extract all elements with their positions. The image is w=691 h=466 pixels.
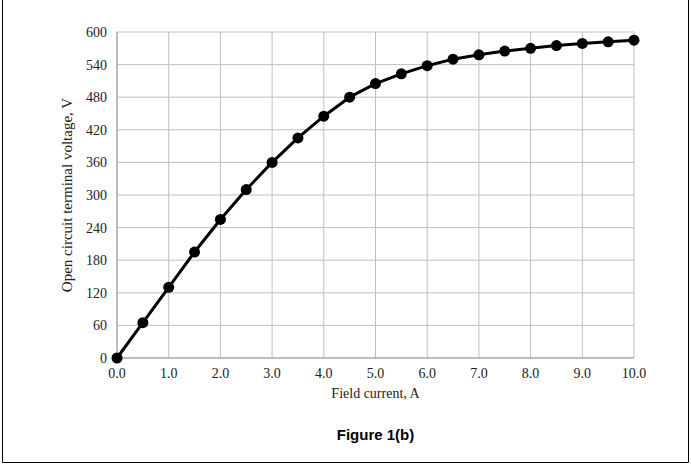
y-tick-label: 60 — [93, 318, 107, 333]
grid-line — [427, 32, 428, 358]
y-axis — [117, 32, 118, 358]
grid-line — [582, 32, 583, 358]
data-line — [117, 40, 634, 358]
data-point — [318, 111, 329, 122]
x-tick-label: 9.0 — [574, 366, 592, 381]
y-tick-label: 300 — [86, 188, 107, 203]
data-point — [629, 35, 640, 46]
data-point — [422, 60, 433, 71]
grid — [117, 32, 634, 358]
x-tick-label: 6.0 — [418, 366, 436, 381]
data-point — [370, 78, 381, 89]
chart: 0 60 120 180 240 300 360 420 480 540 600 0.0 1.0 2.0 3… — [0, 0, 691, 466]
y-tick-label: 120 — [86, 286, 107, 301]
data-point — [292, 132, 303, 143]
y-tick-label: 180 — [86, 253, 107, 268]
data-point — [344, 92, 355, 103]
x-tick-label: 2.0 — [212, 366, 230, 381]
x-tick-label: 3.0 — [263, 366, 281, 381]
data-point — [163, 282, 174, 293]
y-axis-label: Open circuit terminal voltage, V — [59, 98, 75, 292]
y-tick-label: 600 — [86, 25, 107, 40]
x-tick-label: 5.0 — [367, 366, 385, 381]
data-point — [137, 317, 148, 328]
figure-frame — [3, 0, 689, 463]
y-tick-label: 0 — [100, 351, 107, 366]
data-point — [241, 184, 252, 195]
x-tick-label: 7.0 — [470, 366, 488, 381]
grid-line — [478, 32, 479, 358]
y-tick-label: 240 — [86, 221, 107, 236]
grid-line — [117, 32, 118, 358]
grid-line — [323, 32, 324, 358]
grid-line — [530, 32, 531, 358]
x-tick-label: 4.0 — [315, 366, 333, 381]
grid-line — [272, 32, 273, 358]
x-axis — [117, 358, 634, 359]
x-axis-label: Field current, A — [331, 386, 420, 401]
series — [112, 35, 640, 364]
y-tick-label: 420 — [86, 123, 107, 138]
data-point — [112, 353, 123, 364]
data-point — [215, 214, 226, 225]
data-point — [189, 247, 200, 258]
x-tick-label: 1.0 — [160, 366, 178, 381]
grid-line — [634, 32, 635, 358]
x-tick-label: 8.0 — [522, 366, 540, 381]
data-point — [525, 43, 536, 54]
y-tick-label: 480 — [86, 90, 107, 105]
grid-line — [220, 32, 221, 358]
data-point — [396, 68, 407, 79]
y-tick-label: 540 — [86, 58, 107, 73]
data-point — [577, 38, 588, 49]
data-point — [551, 40, 562, 51]
caption: Figure 1(b) — [337, 426, 415, 443]
data-point — [603, 36, 614, 47]
grid-line — [117, 358, 634, 359]
data-point — [499, 46, 510, 57]
x-tick-label: 10.0 — [622, 366, 647, 381]
data-point — [267, 157, 278, 168]
y-tick-label: 360 — [86, 155, 107, 170]
grid-line — [168, 32, 169, 358]
data-point — [448, 54, 459, 65]
x-tick-label: 0.0 — [108, 366, 126, 381]
data-point — [473, 49, 484, 60]
